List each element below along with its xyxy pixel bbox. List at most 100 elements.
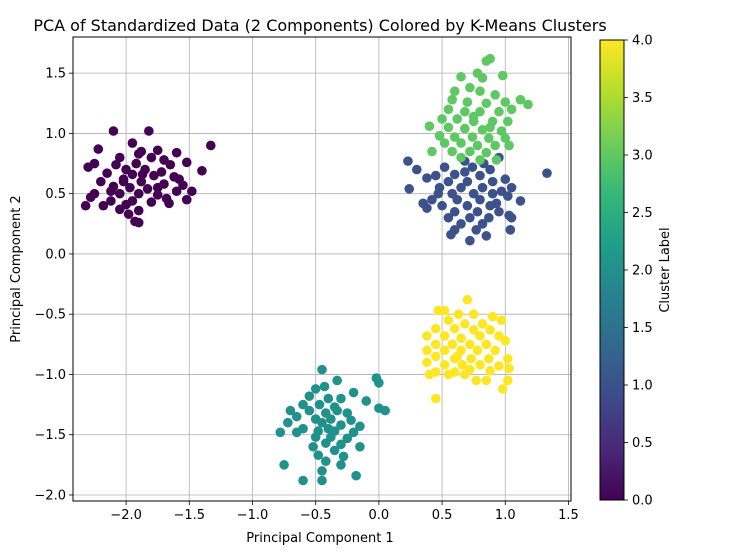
cluster-0-point: [136, 176, 147, 187]
cluster-0-point: [165, 159, 176, 170]
cluster-1-point: [460, 167, 470, 177]
cluster-1-point: [462, 200, 473, 211]
cluster-4-point: [475, 360, 485, 370]
x-tick-label: −2.0: [110, 508, 142, 523]
cluster-2-point: [342, 408, 353, 418]
cluster-2-point: [326, 414, 336, 424]
cluster-1-point: [449, 169, 460, 180]
cluster-1-point: [449, 206, 460, 217]
cluster-1-point: [542, 168, 552, 178]
cluster-3-point: [504, 140, 514, 151]
cluster-0-point: [127, 138, 138, 148]
cluster-0-point: [127, 169, 138, 180]
cluster-0-point: [133, 205, 144, 216]
cluster-4-point: [447, 339, 457, 350]
colorbar-tick-label: 4.0: [632, 34, 653, 49]
cluster-0-point: [142, 184, 153, 194]
cluster-2-point: [323, 393, 334, 404]
y-tick-label: −2.0: [34, 488, 66, 503]
cluster-0-point: [149, 170, 159, 181]
cluster-2-point: [320, 456, 331, 467]
cluster-3-point: [497, 70, 508, 81]
cluster-1-point: [487, 188, 498, 199]
cluster-0-point: [118, 176, 129, 187]
cluster-0-point: [164, 198, 174, 209]
cluster-3-point: [485, 122, 495, 133]
cluster-2-point: [320, 438, 331, 448]
colorbar-tick-label: 1.0: [632, 379, 653, 394]
x-tick-label: −1.5: [173, 508, 205, 523]
cluster-2-point: [317, 364, 327, 375]
cluster-0-point: [106, 196, 116, 206]
cluster-3-point: [452, 114, 463, 124]
cluster-0-point: [93, 144, 104, 154]
cluster-3-point: [424, 121, 435, 131]
cluster-4-point: [496, 315, 507, 326]
cluster-3-point: [443, 104, 454, 115]
cluster-4-point: [460, 319, 470, 329]
cluster-2-point: [374, 378, 384, 388]
cluster-1-point: [471, 225, 482, 235]
cluster-2-point: [308, 441, 318, 452]
cluster-2-point: [348, 427, 359, 438]
cluster-3-point: [460, 123, 470, 134]
cluster-0-point: [152, 182, 163, 193]
cluster-2-point: [304, 405, 315, 416]
cluster-2-point: [336, 460, 346, 470]
cluster-2-point: [336, 393, 346, 404]
cluster-4-point: [422, 331, 432, 341]
cluster-4-point: [460, 369, 470, 380]
cluster-0-point: [133, 217, 144, 228]
cluster-1-point: [462, 176, 473, 187]
cluster-0-point: [144, 126, 154, 136]
cluster-0-point: [85, 192, 96, 203]
cluster-1-point: [506, 182, 517, 193]
cluster-4-point: [500, 335, 511, 346]
cluster-3-point: [437, 114, 447, 124]
cluster-3-point: [503, 116, 513, 127]
y-axis-label: Principal Component 2: [9, 195, 24, 342]
data-points: [80, 53, 552, 486]
cluster-3-point: [523, 99, 533, 110]
cluster-0-point: [106, 186, 116, 197]
cluster-2-point: [279, 460, 289, 470]
cluster-0-point: [80, 200, 91, 211]
colorbar-tick-label: 0.5: [632, 436, 653, 451]
cluster-4-point: [443, 369, 454, 380]
cluster-0-point: [152, 145, 163, 156]
colorbar-tick-label: 2.0: [632, 264, 653, 279]
cluster-0-point: [125, 182, 135, 193]
y-tick-label: 0.5: [45, 187, 66, 202]
cluster-1-point: [422, 173, 432, 183]
cluster-4-point: [465, 339, 475, 350]
cluster-0-point: [171, 186, 182, 197]
cluster-4-point: [485, 366, 495, 376]
cluster-1-point: [472, 206, 483, 217]
cluster-2-point: [285, 405, 296, 416]
cluster-0-point: [98, 200, 109, 211]
x-tick-label: −0.5: [300, 508, 332, 523]
cluster-0-point: [133, 149, 144, 159]
cluster-0-point: [123, 209, 134, 219]
cluster-1-point: [475, 170, 485, 181]
cluster-4-point: [503, 375, 513, 386]
cluster-4-point: [471, 375, 482, 386]
cluster-4-point: [462, 294, 473, 305]
cluster-0-point: [197, 165, 207, 176]
cluster-0-point: [146, 152, 157, 163]
cluster-4-point: [457, 360, 468, 370]
cluster-4-point: [430, 351, 441, 362]
cluster-4-point: [485, 325, 495, 335]
colorbar-tick-label: 3.0: [632, 149, 653, 164]
cluster-3-point: [434, 131, 445, 141]
x-tick-label: 0.0: [369, 508, 390, 523]
cluster-0-point: [114, 152, 125, 163]
cluster-1-point: [446, 229, 456, 240]
cluster-3-point: [491, 155, 502, 165]
cluster-3-point: [465, 146, 475, 157]
cluster-1-point: [403, 156, 413, 166]
cluster-2-point: [336, 439, 346, 450]
cluster-4-point: [439, 345, 450, 356]
x-tick-label: 1.0: [495, 508, 516, 523]
